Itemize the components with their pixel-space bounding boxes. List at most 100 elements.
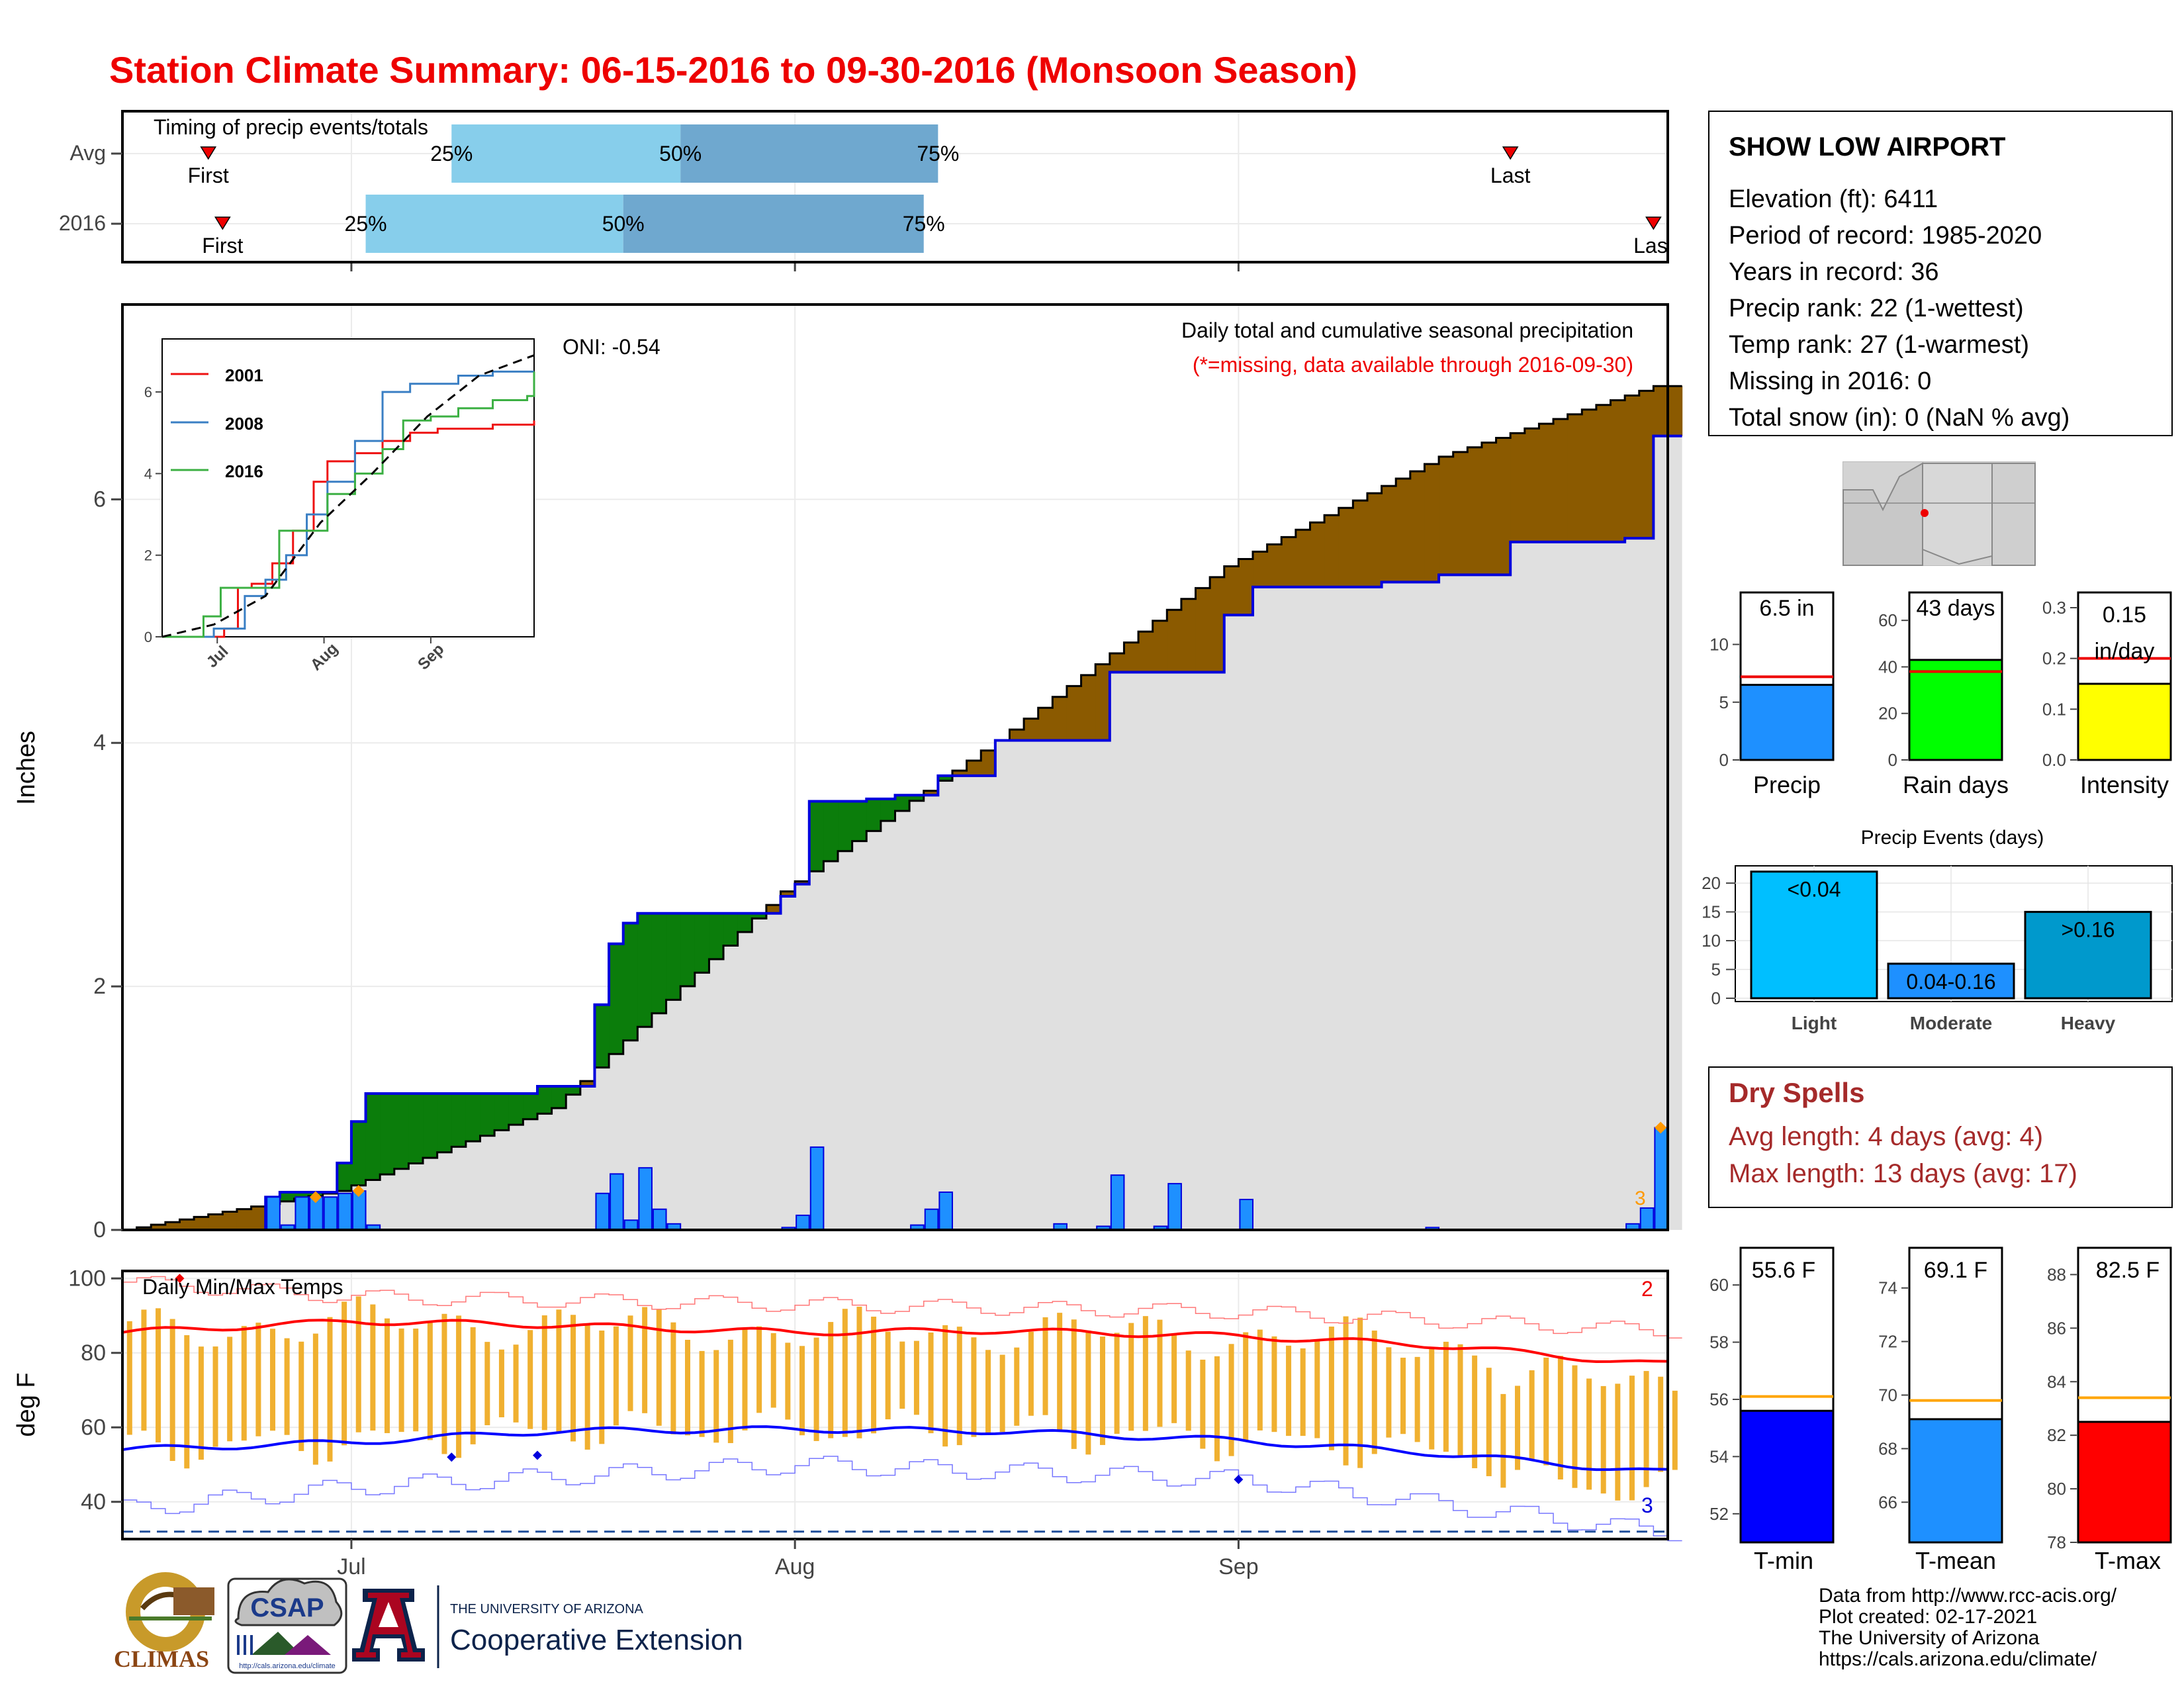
daily-temp-range-bar	[1557, 1356, 1563, 1479]
rain-days-bar	[1908, 659, 2003, 761]
precip-events-chart: Precip Events (days) 0 5 10 15 20 <0.04 Light 0…	[1702, 827, 2173, 1033]
above-average-area	[337, 1162, 352, 1192]
daily-temp-range-bar	[370, 1304, 376, 1431]
temp-y-tick-label: 60	[81, 1415, 106, 1440]
tmin-y-tick-label: 58	[1709, 1333, 1729, 1352]
above-average-area	[380, 1093, 395, 1175]
tmax-y-tick-label: 86	[2047, 1318, 2066, 1338]
daily-temp-range-bar	[1185, 1350, 1191, 1431]
timing-avg-q1-box	[451, 124, 681, 183]
daily-temp-range-bar	[470, 1327, 476, 1444]
tmin-y-tick-label: 52	[1709, 1504, 1729, 1524]
tmax-bar	[2077, 1421, 2172, 1544]
station-line-missing: Missing in 2016: 0	[1729, 367, 1931, 395]
above-average-area	[279, 1192, 295, 1201]
events-y-tick-label: 5	[1711, 960, 1721, 980]
tmax-y-tick-label: 78	[2047, 1532, 2066, 1552]
intensity-label: Intensity	[2080, 771, 2169, 798]
below-average-area	[236, 1209, 252, 1230]
daily-temp-range-bar	[813, 1337, 819, 1441]
timing-2016-q2-box	[623, 195, 924, 253]
daily-precip-bar	[796, 1214, 810, 1231]
below-average-area	[1124, 642, 1139, 673]
below-average-area	[222, 1211, 238, 1230]
raindays-label: Rain days	[1903, 771, 2009, 798]
daily-temp-range-bar	[1200, 1360, 1206, 1449]
daily-temp-range-bar	[1300, 1348, 1306, 1436]
timing-avg-p25-label: 25%	[430, 142, 473, 165]
daily-temp-range-bar	[1057, 1313, 1063, 1430]
temp-record-marker	[447, 1452, 457, 1462]
above-average-area	[666, 913, 681, 1000]
above-average-area	[866, 798, 882, 831]
below-average-area	[1052, 696, 1068, 741]
above-average-area	[480, 1093, 495, 1136]
precip-missing-note: (*=missing, data available through 2016-…	[1193, 353, 1633, 377]
daily-temp-range-bar	[1171, 1333, 1177, 1423]
below-average-area	[1439, 456, 1454, 575]
precip-y-tick-label: 0	[93, 1217, 106, 1243]
precip-subtitle: Daily total and cumulative seasonal prec…	[1181, 318, 1633, 342]
daily-temp-range-bar	[384, 1318, 390, 1433]
tmin-value-label: 55.6 F	[1752, 1258, 1815, 1283]
daily-temp-range-bar	[1572, 1365, 1578, 1488]
intensity-bar	[2077, 682, 2172, 761]
daily-temp-range-bar	[1314, 1340, 1320, 1438]
daily-temp-range-bar	[899, 1341, 905, 1409]
timing-panel: 25% 50% 75% First Last 25% 50% 75% First Last Tim…	[59, 110, 1669, 271]
daily-temp-range-bar	[971, 1337, 977, 1437]
below-average-area	[1253, 551, 1268, 587]
daily-temp-range-bar	[1271, 1336, 1277, 1432]
inset-legend-2001: 2001	[225, 365, 263, 385]
daily-temp-range-bar	[1643, 1371, 1649, 1487]
above-average-area	[451, 1093, 467, 1147]
daily-precip-bar	[1110, 1174, 1125, 1231]
timing-avg-last-label: Last	[1490, 164, 1531, 187]
daily-temp-range-bar	[227, 1336, 233, 1442]
below-average-area	[194, 1217, 209, 1230]
temp-record-marker	[532, 1450, 542, 1460]
below-average-area	[1524, 428, 1540, 542]
x-tick-label: Jul	[337, 1554, 365, 1579]
daily-temp-range-bar	[141, 1309, 147, 1431]
above-average-area	[294, 1192, 309, 1199]
precip-y-tick-label: 2	[93, 974, 106, 999]
timing-2016-first-marker	[214, 216, 231, 230]
daily-temp-range-bar	[1629, 1376, 1635, 1501]
below-average-area	[1410, 471, 1426, 583]
below-average-area	[1424, 463, 1439, 583]
daily-temp-range-bar	[985, 1350, 991, 1433]
csap-wordmark: CSAP	[250, 1593, 324, 1622]
inset-legend: 2001 2008 2016	[171, 365, 263, 481]
above-average-area	[494, 1093, 510, 1131]
daily-temp-range-bar	[284, 1338, 290, 1435]
below-average-area	[1109, 653, 1125, 673]
timing-row-2016: 2016	[59, 211, 106, 235]
daily-temp-range-bar	[885, 1331, 891, 1420]
tmin-y-tick-label: 56	[1709, 1389, 1729, 1409]
timing-row-avg: Avg	[69, 141, 106, 165]
location-map	[1843, 461, 2036, 566]
intensity-y-tick-label: 0.3	[2042, 598, 2066, 618]
events-y-tick-label: 10	[1702, 931, 1721, 951]
daily-precip-bar	[338, 1192, 352, 1231]
above-average-area	[809, 801, 824, 872]
above-average-area	[523, 1093, 538, 1119]
station-line-temp-rank: Temp rank: 27 (1-warmest)	[1729, 331, 2029, 359]
below-average-area	[1381, 486, 1396, 583]
daily-temp-range-bar	[856, 1306, 862, 1438]
above-average-area	[723, 913, 739, 946]
daily-temp-range-bar	[1357, 1317, 1363, 1468]
timing-2016-last-marker	[1645, 216, 1662, 230]
daily-temp-range-bar	[770, 1333, 776, 1408]
daily-temp-range-bar	[599, 1330, 605, 1444]
tmean-label: T-mean	[1915, 1547, 1996, 1574]
daily-temp-range-bar	[1586, 1378, 1592, 1490]
below-average-area	[1152, 620, 1167, 673]
daily-temp-range-bar	[871, 1317, 877, 1434]
below-average-area	[1038, 708, 1053, 741]
below-average-area	[1610, 400, 1625, 542]
station-line-elevation: Elevation (ft): 6411	[1729, 185, 1938, 213]
timing-avg-p50-label: 50%	[659, 142, 702, 165]
events-bar-label: <0.04	[1788, 878, 1841, 902]
